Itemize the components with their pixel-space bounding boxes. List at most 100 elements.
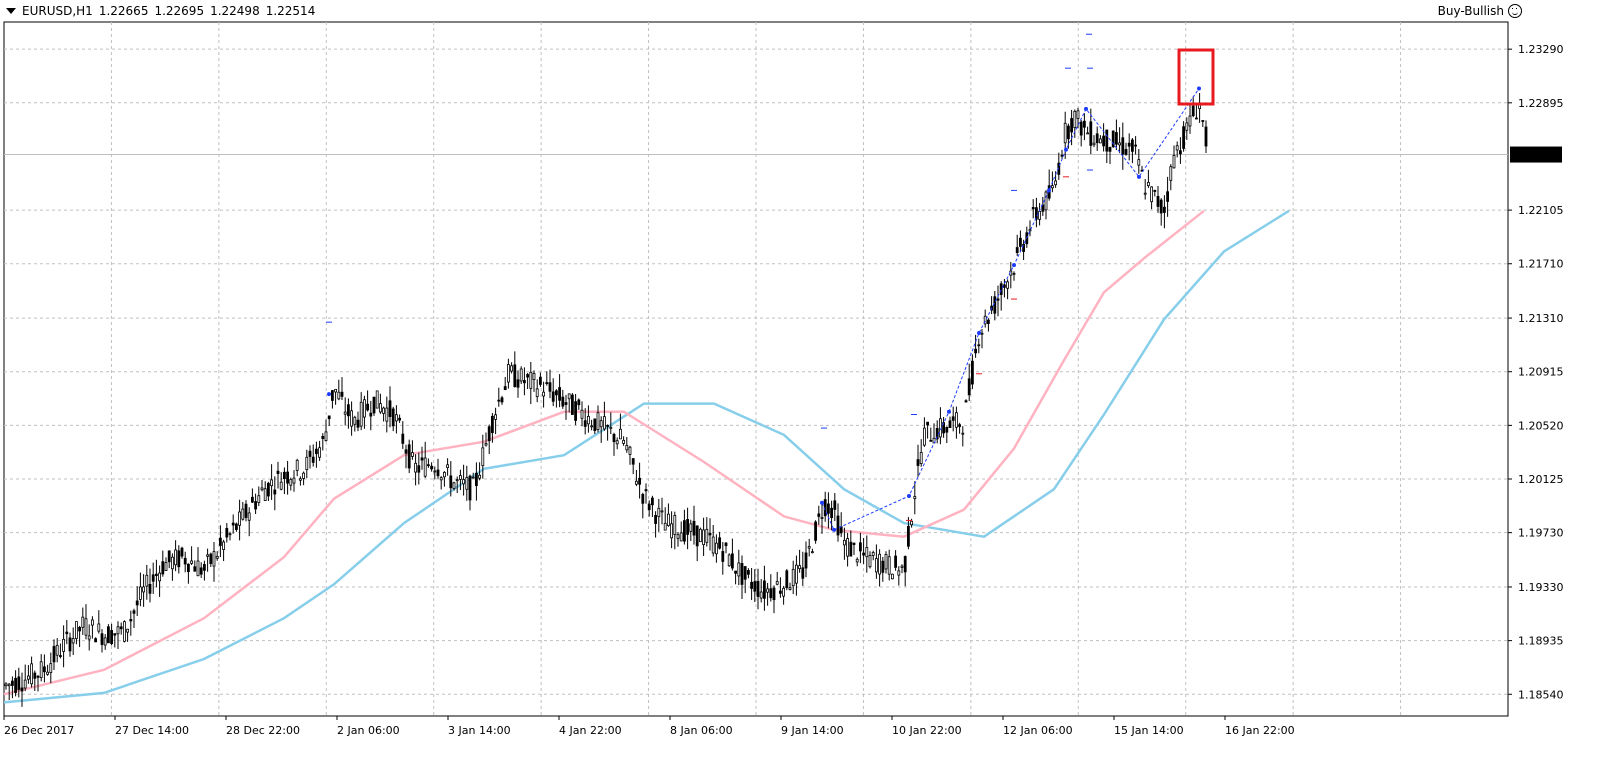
candle-body bbox=[766, 588, 769, 593]
candle-body bbox=[891, 573, 894, 580]
candle-body bbox=[542, 391, 545, 397]
candle-body bbox=[186, 563, 190, 573]
signal-indicator: Buy-Bullish bbox=[1438, 4, 1522, 18]
candle-body bbox=[705, 528, 709, 543]
candle-body bbox=[212, 551, 216, 567]
candle-body bbox=[14, 677, 18, 693]
candle-body bbox=[724, 542, 728, 547]
candle-body bbox=[1067, 125, 1070, 140]
candle-body bbox=[346, 404, 350, 417]
x-tick-label: 26 Dec 2017 bbox=[4, 724, 74, 737]
candle-body bbox=[983, 315, 987, 325]
menu-triangle-icon[interactable] bbox=[6, 8, 16, 14]
candle-body bbox=[10, 680, 14, 686]
candle-body bbox=[263, 488, 267, 501]
candle-body bbox=[670, 523, 673, 539]
candle-body bbox=[1172, 155, 1176, 169]
candle-body bbox=[190, 560, 194, 564]
ma-fast-line bbox=[3, 209, 1205, 696]
candle-body bbox=[801, 567, 805, 579]
candle-body bbox=[791, 568, 795, 587]
candle-body bbox=[330, 390, 334, 401]
current-price-tag bbox=[1510, 146, 1562, 163]
candle-body bbox=[862, 552, 865, 556]
candle-body bbox=[151, 574, 155, 582]
candle-body bbox=[1041, 204, 1045, 212]
candle-body bbox=[750, 581, 753, 589]
candle-body bbox=[599, 420, 603, 428]
candle-body bbox=[43, 666, 46, 673]
candle-body bbox=[641, 494, 645, 504]
candle-body bbox=[426, 464, 430, 467]
candle-body bbox=[314, 448, 318, 455]
candle-body bbox=[257, 495, 261, 503]
y-tick-label: 1.20125 bbox=[1518, 473, 1564, 486]
candle-body bbox=[65, 631, 69, 635]
candle-body bbox=[177, 550, 181, 568]
candle-body bbox=[228, 533, 232, 536]
candle-body bbox=[855, 558, 859, 563]
candle-body bbox=[1166, 191, 1169, 202]
candle-body bbox=[39, 661, 43, 678]
candle-body bbox=[516, 379, 520, 388]
y-tick-label: 1.22895 bbox=[1518, 97, 1564, 110]
candle-body bbox=[308, 450, 312, 457]
candle-body bbox=[474, 472, 478, 487]
candle-body bbox=[878, 553, 881, 575]
candle-body bbox=[683, 520, 686, 542]
candle-body bbox=[458, 475, 462, 480]
candle-body bbox=[593, 418, 597, 431]
candle-body bbox=[1035, 207, 1038, 220]
candle-body bbox=[23, 679, 27, 689]
candle-body bbox=[81, 616, 85, 628]
candle-body bbox=[894, 555, 897, 568]
candle-body bbox=[849, 541, 853, 557]
candle-body bbox=[651, 497, 654, 506]
candle-body bbox=[1099, 138, 1102, 144]
candle-body bbox=[622, 439, 625, 444]
candle-body bbox=[135, 600, 139, 606]
candle-body bbox=[123, 621, 126, 642]
candle-body bbox=[103, 637, 107, 646]
candle-body bbox=[529, 371, 533, 389]
candle-body bbox=[1169, 166, 1173, 181]
candle-body bbox=[759, 591, 763, 599]
candle-body bbox=[964, 400, 968, 403]
candle-body bbox=[734, 570, 737, 574]
candle-body bbox=[276, 470, 280, 474]
ma-slow-layer bbox=[3, 209, 1290, 704]
candle-body bbox=[231, 522, 235, 526]
zigzag-point bbox=[327, 392, 331, 397]
candle-body bbox=[926, 421, 929, 426]
candle-body bbox=[574, 401, 577, 421]
y-tick-label: 1.18540 bbox=[1518, 688, 1564, 701]
candle-body bbox=[545, 382, 549, 384]
zigzag-point bbox=[977, 331, 981, 336]
close-value: 1.22514 bbox=[265, 4, 316, 18]
symbol-label: EURUSD,H1 bbox=[22, 4, 93, 18]
candle-body bbox=[273, 489, 277, 495]
candle-body bbox=[247, 512, 251, 521]
candle-body bbox=[510, 365, 514, 372]
candle-body bbox=[202, 564, 206, 571]
candle-body bbox=[462, 479, 466, 485]
candle-body bbox=[215, 555, 219, 559]
candle-body bbox=[222, 541, 226, 550]
candle-body bbox=[967, 378, 971, 396]
candle-body bbox=[382, 407, 386, 414]
candle-body bbox=[1195, 117, 1198, 120]
candle-body bbox=[619, 428, 622, 440]
candle-body bbox=[955, 412, 958, 428]
candle-body bbox=[209, 553, 213, 564]
candle-body bbox=[1051, 185, 1054, 189]
candle-body bbox=[494, 414, 498, 420]
candle-body bbox=[71, 638, 75, 644]
candle-body bbox=[298, 478, 302, 481]
candle-body bbox=[318, 447, 322, 458]
candle-body bbox=[699, 528, 702, 543]
chart-header: EURUSD,H1 1.22665 1.22695 1.22498 1.2251… bbox=[6, 4, 315, 18]
candle-body bbox=[567, 393, 571, 400]
candle-body bbox=[30, 663, 34, 685]
x-tick-label: 8 Jan 06:00 bbox=[670, 724, 733, 737]
